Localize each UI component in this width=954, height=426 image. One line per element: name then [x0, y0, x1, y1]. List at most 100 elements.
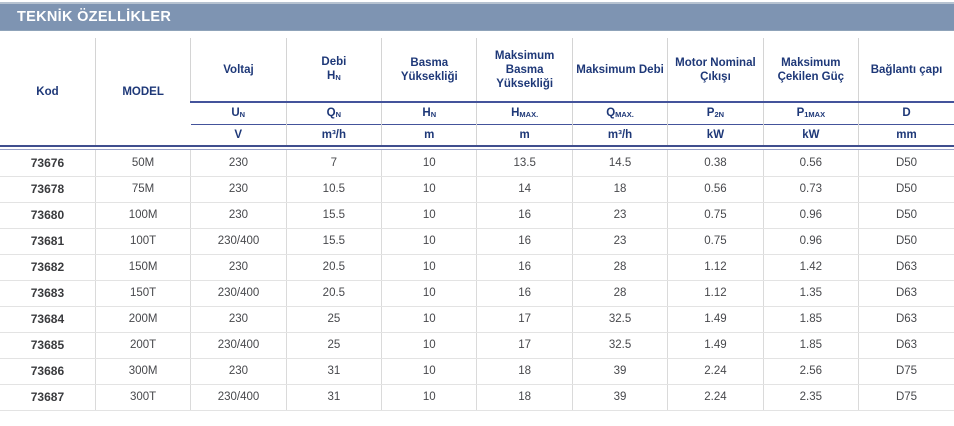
data-cell: 230	[190, 150, 287, 177]
data-cell: 10	[381, 384, 477, 411]
column-header-label-line: Çekilen Güç	[777, 70, 845, 83]
symbol-subscript: MAX.	[615, 110, 634, 120]
column-header-label-symbol: HN	[287, 69, 381, 85]
data-cell: 32.5	[571, 306, 668, 333]
table-row: 73686 300M 230 31 10 18 39 2.24 2.56 D75	[0, 358, 954, 385]
data-cell: 2.35	[762, 384, 859, 411]
spec-table-body: 73676 50M 230 7 10 13.5 14.5 0.38 0.56 D50 73678 75…	[0, 145, 954, 411]
data-cell: 10	[381, 176, 477, 203]
column-header-label-line: Motor Nominal	[675, 56, 756, 69]
column-unit: V	[190, 123, 287, 145]
data-cell: D75	[858, 358, 954, 385]
column-unit: kW	[667, 123, 764, 145]
data-cell: 16	[476, 280, 573, 307]
data-cell: D63	[858, 254, 954, 281]
section-title: TEKNİK ÖZELLİKLER	[17, 9, 172, 25]
data-cell: D63	[858, 332, 954, 359]
symbol-base: U	[231, 107, 240, 120]
double-rule	[0, 145, 954, 150]
kod-cell: 73676	[0, 150, 96, 177]
data-cell: 230	[190, 176, 287, 203]
column-unit: m³/h	[571, 123, 668, 145]
data-cell: 16	[476, 202, 573, 229]
table-row: 73680 100M 230 15.5 10 16 23 0.75 0.96 D50	[0, 202, 954, 229]
kod-cell: 73685	[0, 332, 96, 359]
kod-cell: 73678	[0, 176, 96, 203]
column-symbol: UN	[190, 101, 287, 124]
data-cell: 18	[476, 384, 573, 411]
data-cell: 0.73	[762, 176, 859, 203]
column-unit: m³/h	[285, 123, 382, 145]
column-symbol: D	[858, 101, 954, 124]
symbol-subscript: N	[335, 72, 341, 82]
column-symbol: QMAX.	[571, 101, 668, 124]
data-cell: 0.96	[762, 202, 859, 229]
column-header-label-line: Maksimum	[494, 49, 555, 62]
kod-cell: 73684	[0, 306, 96, 333]
column-header-label-line: Yüksekliği	[400, 70, 458, 83]
column-header-label-line: Basma	[505, 63, 544, 76]
table-row: 73676 50M 230 7 10 13.5 14.5 0.38 0.56 D50	[0, 150, 954, 177]
data-cell: 16	[476, 254, 573, 281]
data-cell: 10	[381, 228, 477, 255]
kod-cell: 73683	[0, 280, 96, 307]
data-cell: 10	[381, 150, 477, 177]
column-symbol: HN	[381, 101, 477, 124]
data-cell: 14.5	[571, 150, 668, 177]
model-cell: 300M	[94, 358, 191, 385]
column-header-label: Maksimum Çekilen Güç	[762, 38, 859, 102]
data-cell: 230	[190, 254, 287, 281]
data-cell: D50	[858, 150, 954, 177]
model-cell: 200M	[94, 306, 191, 333]
symbol-base: P	[796, 107, 805, 120]
section-header-bar: TEKNİK ÖZELLİKLER	[0, 2, 954, 31]
data-cell: 18	[571, 176, 668, 203]
data-cell: 23	[571, 202, 668, 229]
data-cell: 2.56	[762, 358, 859, 385]
column-header-label: Maksimum Debi	[571, 38, 668, 102]
data-cell: D50	[858, 202, 954, 229]
data-cell: 1.85	[762, 306, 859, 333]
data-cell: 20.5	[285, 254, 382, 281]
table-row: 73678 75M 230 10.5 10 14 18 0.56 0.73 D50	[0, 176, 954, 203]
symbol-subscript: N	[430, 110, 437, 120]
data-cell: 230	[190, 202, 287, 229]
data-cell: 230/400	[190, 228, 287, 255]
data-cell: 15.5	[285, 228, 382, 255]
column-header-model: MODEL	[94, 38, 191, 145]
column-header-label-line: Voltaj	[223, 63, 254, 76]
kod-cell: 73687	[0, 384, 96, 411]
column-header-label: Basma Yüksekliği	[381, 38, 477, 102]
column-unit: mm	[858, 123, 954, 145]
data-cell: 17	[476, 332, 573, 359]
column-unit: kW	[762, 123, 859, 145]
data-cell: 10	[381, 306, 477, 333]
column-header-label-line: Maksimum	[781, 56, 841, 69]
data-cell: 0.75	[667, 228, 764, 255]
data-cell: 39	[571, 384, 668, 411]
table-row: 73682 150M 230 20.5 10 16 28 1.12 1.42 D63	[0, 254, 954, 281]
data-cell: 230/400	[190, 384, 287, 411]
column-header-label: Bağlantı çapı	[858, 38, 954, 102]
column-symbol: P2N	[667, 101, 764, 124]
symbol-subscript: 2N	[714, 110, 725, 120]
data-cell: 25	[285, 332, 382, 359]
data-cell: 230/400	[190, 332, 287, 359]
table-row: 73683 150T 230/400 20.5 10 16 28 1.12 1.35 D63	[0, 280, 954, 307]
data-cell: 0.38	[667, 150, 764, 177]
column-unit: m	[381, 123, 477, 145]
data-cell: D75	[858, 384, 954, 411]
header-body-separator	[0, 145, 954, 150]
data-cell: 230	[190, 306, 287, 333]
data-cell: 10	[381, 358, 477, 385]
data-cell: 10	[381, 332, 477, 359]
data-cell: 1.12	[667, 254, 764, 281]
kod-cell: 73681	[0, 228, 96, 255]
data-cell: 1.49	[667, 306, 764, 333]
data-cell: 0.56	[762, 150, 859, 177]
data-cell: 0.56	[667, 176, 764, 203]
data-cell: 1.49	[667, 332, 764, 359]
model-cell: 100M	[94, 202, 191, 229]
data-cell: 28	[571, 254, 668, 281]
header-symbol-row: UN QN HN HMAX. QMAX. P2N P1MAX D	[0, 101, 954, 124]
